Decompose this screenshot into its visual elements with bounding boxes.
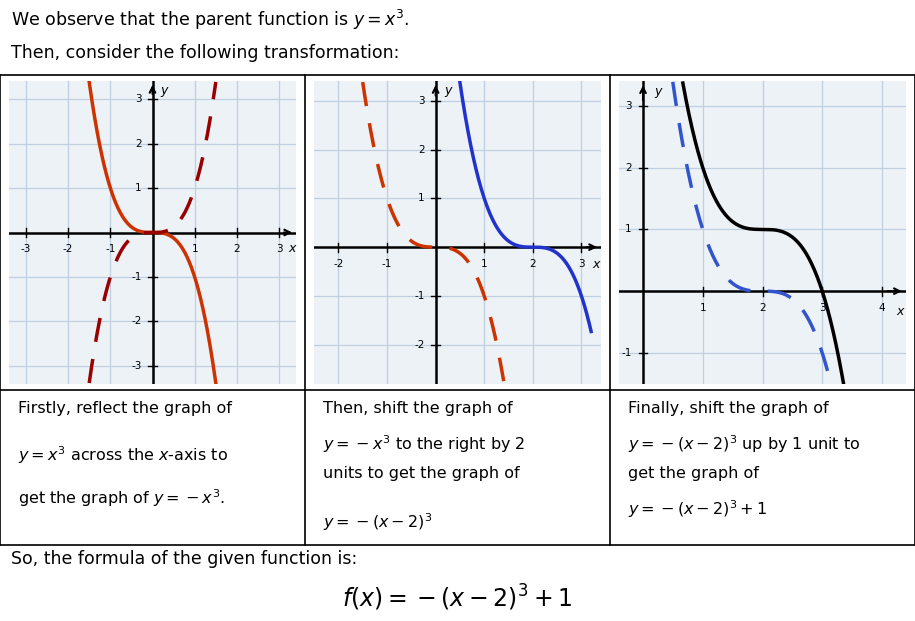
Text: We observe that the parent function is $y = x^3$.: We observe that the parent function is $… — [11, 7, 410, 32]
Text: 1: 1 — [625, 224, 631, 234]
Text: 2: 2 — [759, 303, 766, 314]
Text: 2: 2 — [625, 163, 631, 173]
Text: $y = -x^3$ to the right by 2: $y = -x^3$ to the right by 2 — [323, 433, 526, 455]
Text: $y = -(x-2)^3$ up by 1 unit to: $y = -(x-2)^3$ up by 1 unit to — [629, 433, 861, 455]
Text: 1: 1 — [481, 259, 488, 269]
Text: $y$: $y$ — [160, 85, 170, 99]
Text: -1: -1 — [621, 348, 631, 358]
Text: -3: -3 — [132, 361, 142, 371]
Text: 2: 2 — [418, 145, 425, 155]
Text: -1: -1 — [132, 272, 142, 282]
Text: units to get the graph of: units to get the graph of — [323, 466, 520, 481]
Text: $y = x^3$ across the $x$-axis to: $y = x^3$ across the $x$-axis to — [18, 444, 229, 466]
Text: 1: 1 — [191, 244, 198, 254]
Text: -1: -1 — [105, 244, 115, 254]
Text: 2: 2 — [530, 259, 536, 269]
Text: get the graph of: get the graph of — [629, 466, 759, 481]
Text: -3: -3 — [21, 244, 31, 254]
Text: -2: -2 — [333, 259, 344, 269]
Text: 1: 1 — [418, 193, 425, 203]
Text: 2: 2 — [135, 138, 142, 148]
Text: Then, shift the graph of: Then, shift the graph of — [323, 401, 513, 416]
Text: $y$: $y$ — [654, 86, 663, 100]
Text: 3: 3 — [418, 96, 425, 106]
Text: So, the formula of the given function is:: So, the formula of the given function is… — [11, 550, 357, 568]
Text: 4: 4 — [878, 303, 886, 314]
Text: 3: 3 — [135, 94, 142, 104]
Text: $y = -(x-2)^3$: $y = -(x-2)^3$ — [323, 511, 433, 533]
Text: Firstly, reflect the graph of: Firstly, reflect the graph of — [18, 401, 232, 416]
Text: 3: 3 — [578, 259, 585, 269]
Text: -1: -1 — [382, 259, 393, 269]
Text: get the graph of $y = -x^3$.: get the graph of $y = -x^3$. — [18, 487, 225, 509]
Text: Finally, shift the graph of: Finally, shift the graph of — [629, 401, 829, 416]
Text: $f(x) = -(x-2)^3+1$: $f(x) = -(x-2)^3+1$ — [342, 583, 573, 614]
Text: $x$: $x$ — [896, 305, 906, 318]
Text: $x$: $x$ — [592, 258, 602, 271]
Text: -1: -1 — [414, 291, 425, 301]
Text: 1: 1 — [135, 183, 142, 193]
Text: 3: 3 — [819, 303, 825, 314]
Text: -2: -2 — [63, 244, 73, 254]
Text: 3: 3 — [275, 244, 283, 254]
Text: Then, consider the following transformation:: Then, consider the following transformat… — [11, 43, 399, 61]
Text: $x$: $x$ — [287, 242, 297, 255]
Text: -2: -2 — [132, 317, 142, 327]
Text: 1: 1 — [699, 303, 706, 314]
Text: $y = -(x-2)^3+1$: $y = -(x-2)^3+1$ — [629, 499, 768, 520]
Text: 2: 2 — [233, 244, 240, 254]
Text: $y$: $y$ — [445, 85, 454, 99]
Text: 3: 3 — [625, 101, 631, 111]
Text: -2: -2 — [414, 340, 425, 350]
